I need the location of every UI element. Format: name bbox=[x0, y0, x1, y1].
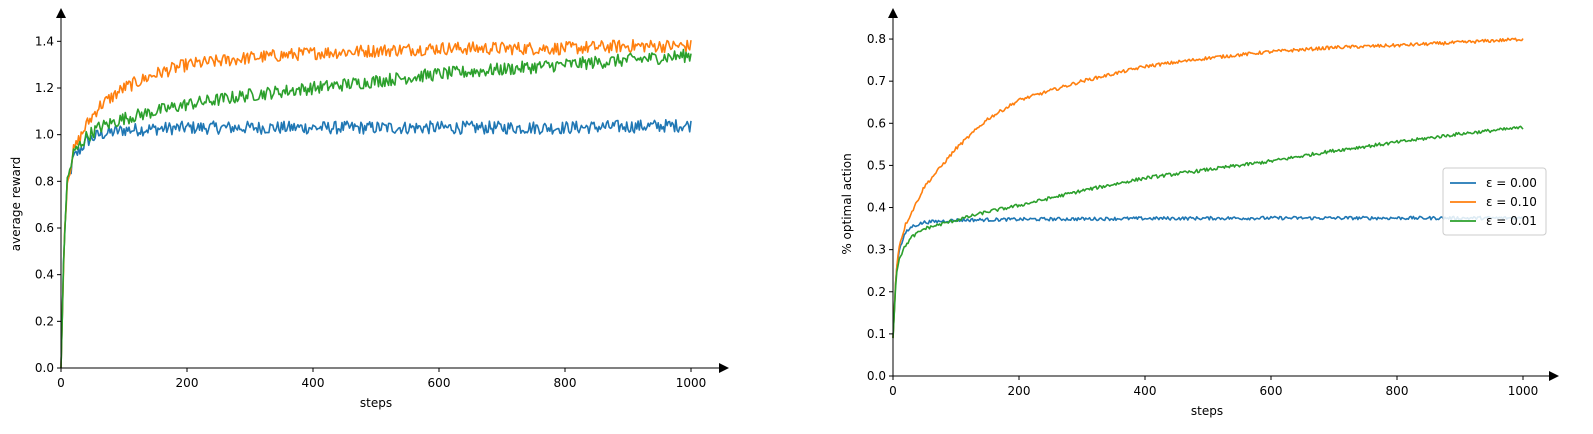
x-tick-label: 600 bbox=[428, 376, 451, 390]
y-axis-arrow bbox=[56, 8, 66, 18]
x-axis-arrow bbox=[1549, 371, 1559, 381]
series-line-2 bbox=[60, 48, 692, 369]
y-tick-label: 0.3 bbox=[867, 243, 886, 257]
legend: ε = 0.00 ε = 0.10 ε = 0.01 bbox=[1442, 167, 1547, 236]
series-line-1 bbox=[892, 37, 1524, 339]
y-tick-label: 0.8 bbox=[35, 174, 54, 188]
y-tick-label: 0.0 bbox=[35, 361, 54, 375]
y-axis-label: average reward bbox=[9, 157, 23, 252]
y-tick-label: 0.5 bbox=[867, 158, 886, 172]
x-tick-label: 600 bbox=[1260, 384, 1283, 398]
x-tick-label: 800 bbox=[1386, 384, 1409, 398]
x-tick-label: 1000 bbox=[676, 376, 707, 390]
legend-label-0: ε = 0.00 bbox=[1486, 176, 1537, 190]
y-tick-label: 0.6 bbox=[35, 221, 54, 235]
x-tick-label: 0 bbox=[57, 376, 65, 390]
y-tick-label: 1.0 bbox=[35, 128, 54, 142]
x-axis-label: steps bbox=[1191, 404, 1223, 418]
x-tick-label: 0 bbox=[889, 384, 897, 398]
chart-average-reward: 0 200 400 600 800 1000 0.0 0.2 0.4 0.6 0.8 1.0 1.2 1.… bbox=[9, 8, 729, 410]
series-line-2 bbox=[892, 125, 1524, 339]
series-line-0 bbox=[892, 215, 1524, 339]
x-tick-label: 400 bbox=[302, 376, 325, 390]
y-tick-label: 0.6 bbox=[867, 116, 886, 130]
series-line-1 bbox=[60, 39, 692, 369]
x-tick-label: 800 bbox=[554, 376, 577, 390]
legend-label-1: ε = 0.10 bbox=[1486, 195, 1537, 209]
y-tick-label: 0.7 bbox=[867, 74, 886, 88]
legend-label-2: ε = 0.01 bbox=[1486, 214, 1537, 228]
x-tick-label: 400 bbox=[1134, 384, 1157, 398]
y-tick-label: 0.4 bbox=[35, 268, 54, 282]
y-tick-label: 1.4 bbox=[35, 34, 54, 48]
y-tick-label: 0.4 bbox=[867, 201, 886, 215]
x-axis-label: steps bbox=[360, 396, 392, 410]
series-line-0 bbox=[60, 119, 692, 369]
y-axis-arrow bbox=[888, 8, 898, 18]
y-tick-label: 0.2 bbox=[35, 314, 54, 328]
x-axis-arrow bbox=[719, 363, 729, 373]
y-tick-label: 0.0 bbox=[867, 369, 886, 383]
x-tick-label: 200 bbox=[1008, 384, 1031, 398]
y-tick-label: 0.1 bbox=[867, 327, 886, 341]
y-tick-label: 0.2 bbox=[867, 285, 886, 299]
y-tick-label: 0.8 bbox=[867, 32, 886, 46]
x-tick-label: 200 bbox=[176, 376, 199, 390]
y-axis-label: % optimal action bbox=[840, 153, 854, 254]
y-tick-label: 1.2 bbox=[35, 81, 54, 95]
chart-optimal-action: 0 200 400 600 800 1000 0.0 0.1 0.2 0.3 0.4 0.5 0.6 0.… bbox=[840, 8, 1559, 418]
x-tick-label: 1000 bbox=[1508, 384, 1539, 398]
legend-box bbox=[1442, 167, 1547, 236]
